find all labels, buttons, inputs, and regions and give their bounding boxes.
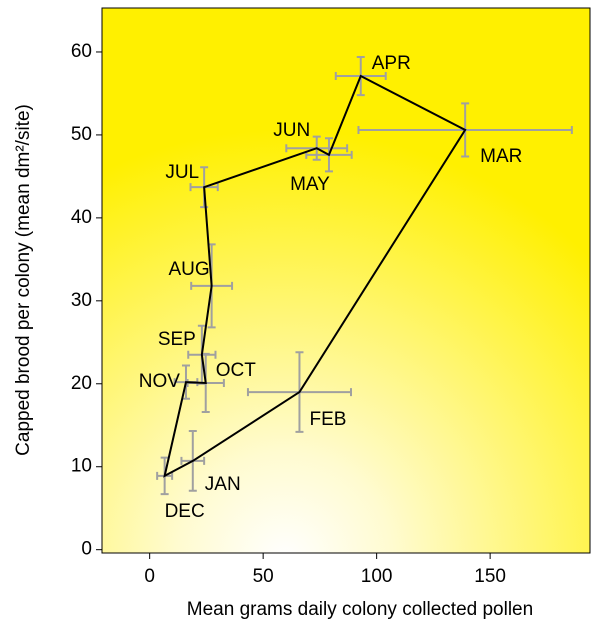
point-label: JUN [273, 120, 310, 141]
point-label: OCT [216, 360, 257, 381]
point-label: APR [372, 53, 411, 74]
x-tick-label: 100 [361, 566, 393, 587]
y-tick-label: 40 [71, 207, 92, 228]
y-axis-label: Capped brood per colony (mean dm²/site) [13, 104, 34, 456]
x-tick-label: 0 [144, 566, 155, 587]
series-line [163, 74, 467, 478]
point-label: JAN [205, 474, 241, 495]
point-label: DEC [165, 501, 205, 522]
plot-area [101, 7, 591, 554]
y-tick-label: 0 [81, 539, 92, 560]
point-label: FEB [309, 409, 346, 430]
x-tick-label: 50 [253, 566, 274, 587]
point-label: SEP [158, 329, 196, 350]
y-tick-label: 20 [71, 373, 92, 394]
point-label: MAR [480, 146, 522, 167]
y-tick-label: 60 [71, 41, 92, 62]
point-label: JUL [165, 162, 199, 183]
point-label: AUG [168, 259, 209, 280]
point-label: MAY [290, 174, 330, 195]
y-tick-label: 10 [71, 456, 92, 477]
point-label: NOV [139, 371, 181, 392]
x-axis-label: Mean grams daily colony collected pollen [187, 599, 533, 620]
y-tick-label: 50 [71, 124, 92, 145]
y-tick-label: 30 [71, 290, 92, 311]
x-tick-label: 150 [474, 566, 506, 587]
